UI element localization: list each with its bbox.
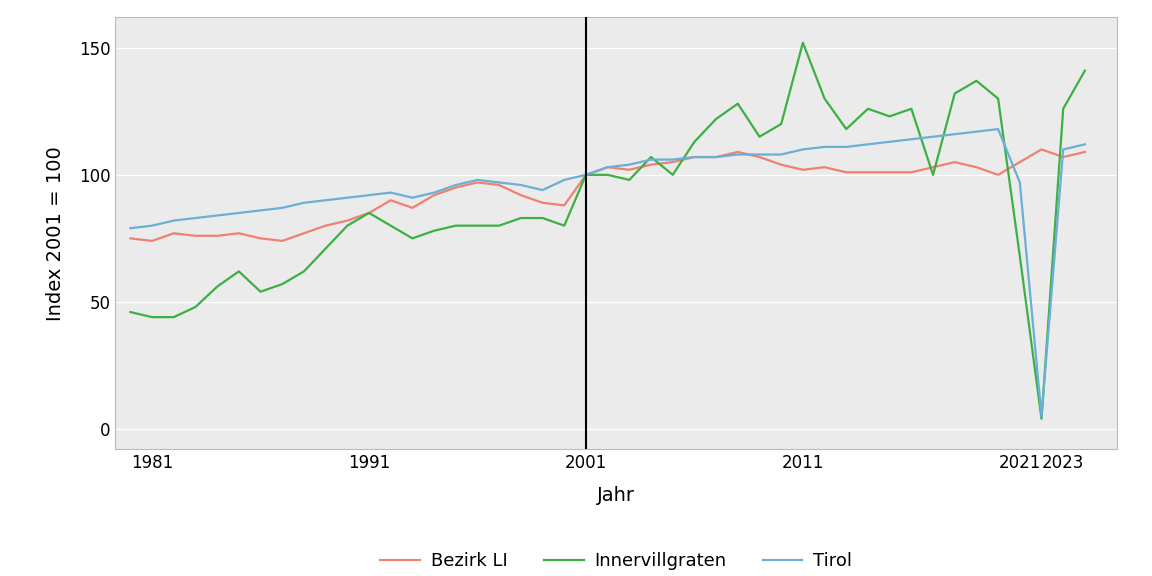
X-axis label: Jahr: Jahr: [598, 486, 635, 505]
Legend: Bezirk LI, Innervillgraten, Tirol: Bezirk LI, Innervillgraten, Tirol: [373, 545, 859, 576]
Y-axis label: Index 2001 = 100: Index 2001 = 100: [46, 146, 65, 321]
